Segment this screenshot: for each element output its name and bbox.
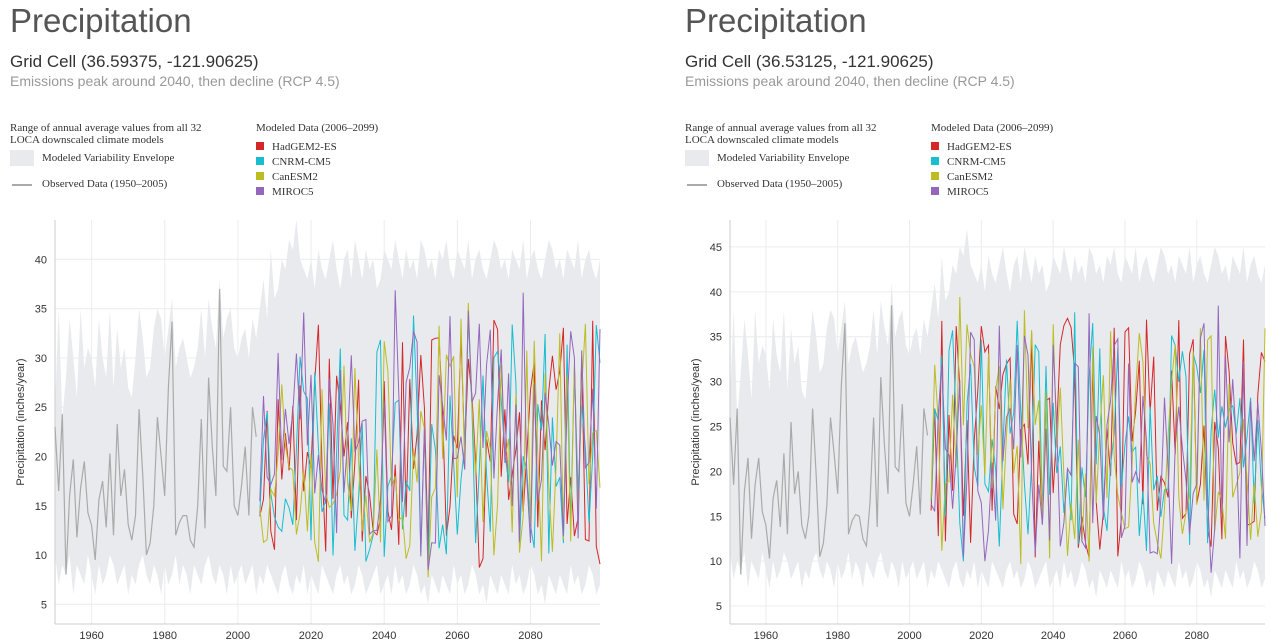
x-tick-label: 2020 — [969, 630, 993, 642]
legend-hadgem2-es[interactable]: HadGEM2-ES — [931, 141, 1012, 153]
x-tick-label: 2040 — [1041, 630, 1065, 642]
series-line-canesm2 — [930, 296, 1266, 565]
y-tick-label: 20 — [35, 451, 47, 463]
grid-cell-label: Grid Cell (36.53125, -121.90625) — [685, 52, 934, 71]
observed-swatch — [687, 184, 707, 186]
miroc5-swatch — [931, 187, 939, 195]
envelope-swatch — [10, 150, 34, 166]
cnrm-cm5-swatch — [931, 157, 939, 165]
x-tick-label: 1960 — [79, 630, 103, 642]
x-tick-label: 2060 — [445, 630, 469, 642]
legend-hadgem2-es[interactable]: HadGEM2-ES — [256, 141, 337, 153]
y-tick-label: 35 — [35, 304, 47, 316]
y-tick-label: 5 — [41, 599, 47, 611]
canesm2-swatch — [256, 172, 264, 180]
scenario-description: Emissions peak around 2040, then decline… — [685, 73, 1015, 89]
modeled-title: Modeled Data (2006–2099) — [256, 122, 379, 134]
hadgem2-es-label: HadGEM2-ES — [272, 141, 337, 153]
grid-cell-label: Grid Cell (36.59375, -121.90625) — [10, 52, 259, 71]
scenario-description: Emissions peak around 2040, then decline… — [10, 73, 340, 89]
y-axis-label: Precipitation (inches/year) — [15, 358, 27, 485]
series-line-cnrm-cm5 — [930, 312, 1266, 562]
range-description: Range of annual average values from all … — [10, 122, 202, 146]
y-tick-label: 25 — [35, 402, 47, 414]
x-tick-label: 2040 — [372, 630, 396, 642]
x-tick-label: 2000 — [226, 630, 250, 642]
legend-cnrm-cm5[interactable]: CNRM-CM5 — [931, 156, 1006, 168]
canesm2-label: CanESM2 — [947, 171, 993, 183]
miroc5-swatch — [256, 187, 264, 195]
y-tick-label: 15 — [710, 511, 722, 523]
series-line-canesm2 — [259, 302, 601, 578]
chart-title: Precipitation — [10, 2, 192, 39]
y-axis-label: Precipitation (inches/year) — [690, 358, 702, 485]
variability-envelope — [55, 220, 600, 605]
legend-miroc5[interactable]: MIROC5 — [931, 186, 989, 198]
x-tick-label: 2080 — [1185, 630, 1209, 642]
canesm2-label: CanESM2 — [272, 171, 318, 183]
y-tick-label: 45 — [710, 242, 722, 254]
observed-label: Observed Data (1950–2005) — [717, 178, 843, 190]
observed-series-line — [729, 305, 929, 575]
y-tick-label: 10 — [35, 550, 47, 562]
envelope-label: Modeled Variability Envelope — [717, 152, 850, 164]
y-tick-label: 20 — [710, 466, 722, 478]
chart-title: Precipitation — [685, 2, 867, 39]
observed-series-line — [54, 288, 257, 575]
y-tick-label: 40 — [710, 287, 722, 299]
y-tick-label: 40 — [35, 254, 47, 266]
x-tick-label: 2060 — [1113, 630, 1137, 642]
precipitation-chart-right[interactable]: 1960 1980 2000 2020 2040 2060 2080 5 10 15 20 25 30 3… — [685, 215, 1270, 642]
cnrm-cm5-swatch — [256, 157, 264, 165]
x-tick-label: 2000 — [897, 630, 921, 642]
y-tick-label: 15 — [35, 501, 47, 513]
miroc5-label: MIROC5 — [947, 186, 989, 198]
envelope-swatch — [685, 150, 709, 166]
series-line-miroc5 — [930, 305, 1266, 573]
series-line-miroc5 — [259, 290, 601, 570]
observed-swatch — [12, 184, 32, 186]
range-description: Range of annual average values from all … — [685, 122, 877, 146]
cnrm-cm5-label: CNRM-CM5 — [272, 156, 331, 168]
observed-label: Observed Data (1950–2005) — [42, 178, 168, 190]
envelope-label: Modeled Variability Envelope — [42, 152, 175, 164]
x-tick-label: 1980 — [825, 630, 849, 642]
x-tick-label: 2080 — [518, 630, 542, 642]
legend-canesm2[interactable]: CanESM2 — [256, 171, 318, 183]
hadgem2-es-swatch — [931, 142, 939, 150]
y-tick-label: 30 — [35, 353, 47, 365]
legend-cnrm-cm5[interactable]: CNRM-CM5 — [256, 156, 331, 168]
canesm2-swatch — [931, 172, 939, 180]
y-tick-label: 10 — [710, 556, 722, 568]
y-tick-label: 5 — [716, 601, 722, 613]
cnrm-cm5-label: CNRM-CM5 — [947, 156, 1006, 168]
chart-panel-right: Precipitation Grid Cell (36.53125, -121.… — [685, 0, 1271, 642]
hadgem2-es-swatch — [256, 142, 264, 150]
chart-panel-left: Precipitation Grid Cell (36.59375, -121.… — [10, 0, 620, 642]
hadgem2-es-label: HadGEM2-ES — [947, 141, 1012, 153]
series-line-cnrm-cm5 — [259, 314, 601, 565]
legend-canesm2[interactable]: CanESM2 — [931, 171, 993, 183]
precipitation-chart-left[interactable]: 1960 1980 2000 2020 2040 2060 2080 5 10 15 20 25 30 3… — [10, 215, 605, 642]
legend-miroc5[interactable]: MIROC5 — [256, 186, 314, 198]
y-tick-label: 30 — [710, 377, 722, 389]
y-tick-label: 25 — [710, 421, 722, 433]
miroc5-label: MIROC5 — [272, 186, 314, 198]
y-tick-label: 35 — [710, 332, 722, 344]
x-tick-label: 1960 — [754, 630, 778, 642]
x-tick-label: 1980 — [152, 630, 176, 642]
modeled-title: Modeled Data (2006–2099) — [931, 122, 1054, 134]
x-tick-label: 2020 — [299, 630, 323, 642]
